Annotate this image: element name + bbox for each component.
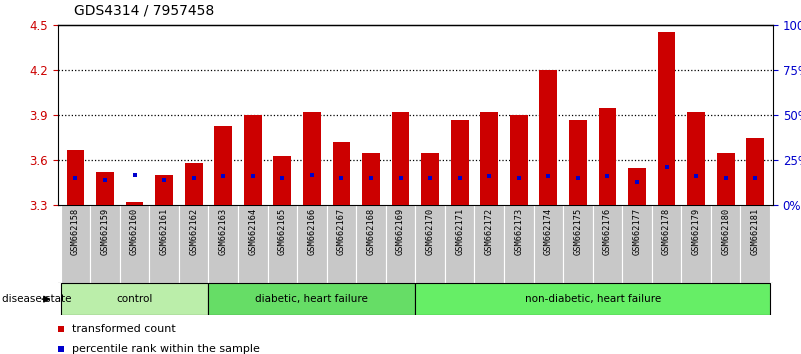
Text: diabetic, heart failure: diabetic, heart failure <box>256 294 368 304</box>
Text: GSM662168: GSM662168 <box>367 208 376 255</box>
Bar <box>268 205 297 283</box>
Bar <box>155 175 173 205</box>
Bar <box>208 205 238 283</box>
Text: GSM662180: GSM662180 <box>721 208 731 255</box>
Bar <box>504 205 533 283</box>
Text: GSM662166: GSM662166 <box>308 208 316 255</box>
Text: GSM662181: GSM662181 <box>751 208 759 255</box>
Bar <box>332 142 350 205</box>
Bar <box>451 120 469 205</box>
Bar <box>740 205 770 283</box>
Bar <box>415 283 770 315</box>
Bar <box>481 112 498 205</box>
Bar <box>91 205 119 283</box>
Bar <box>179 205 208 283</box>
Text: GSM662162: GSM662162 <box>189 208 198 255</box>
Text: GSM662174: GSM662174 <box>544 208 553 255</box>
Text: GSM662178: GSM662178 <box>662 208 671 255</box>
Bar <box>303 112 320 205</box>
Bar <box>628 168 646 205</box>
Text: GSM662173: GSM662173 <box>514 208 523 255</box>
Bar <box>273 156 292 205</box>
Text: GSM662161: GSM662161 <box>159 208 168 255</box>
Bar <box>61 205 91 283</box>
Bar <box>652 205 682 283</box>
Bar <box>415 205 445 283</box>
Text: GSM662159: GSM662159 <box>100 208 110 255</box>
Bar <box>215 126 232 205</box>
Bar <box>421 153 439 205</box>
Bar <box>244 115 262 205</box>
Text: GDS4314 / 7957458: GDS4314 / 7957458 <box>74 4 214 18</box>
Bar <box>747 138 764 205</box>
Text: GSM662158: GSM662158 <box>71 208 80 255</box>
Bar <box>687 112 705 205</box>
Bar <box>474 205 504 283</box>
Text: GSM662165: GSM662165 <box>278 208 287 255</box>
Bar <box>533 205 563 283</box>
Bar <box>327 205 356 283</box>
Bar <box>622 205 652 283</box>
Text: GSM662163: GSM662163 <box>219 208 227 255</box>
Bar <box>149 205 179 283</box>
Bar <box>297 205 327 283</box>
Text: percentile rank within the sample: percentile rank within the sample <box>72 344 260 354</box>
Text: GSM662164: GSM662164 <box>248 208 257 255</box>
Text: GSM662169: GSM662169 <box>396 208 405 255</box>
Bar <box>119 205 149 283</box>
Bar <box>682 205 711 283</box>
Bar <box>356 205 386 283</box>
Text: GSM662176: GSM662176 <box>603 208 612 255</box>
Bar <box>66 150 84 205</box>
Bar <box>208 283 415 315</box>
Text: GSM662179: GSM662179 <box>691 208 701 255</box>
Bar <box>658 32 675 205</box>
Text: GSM662177: GSM662177 <box>633 208 642 255</box>
Bar <box>392 112 409 205</box>
Bar <box>386 205 415 283</box>
Bar <box>185 163 203 205</box>
Bar <box>445 205 474 283</box>
Bar <box>539 70 557 205</box>
Bar <box>510 115 528 205</box>
Bar <box>569 120 587 205</box>
Text: GSM662172: GSM662172 <box>485 208 493 255</box>
Bar <box>717 153 735 205</box>
Text: GSM662167: GSM662167 <box>337 208 346 255</box>
Text: disease state: disease state <box>2 294 71 304</box>
Bar <box>238 205 268 283</box>
Bar <box>598 108 616 205</box>
Bar <box>61 283 208 315</box>
Text: transformed count: transformed count <box>72 324 176 334</box>
Bar <box>362 153 380 205</box>
Text: control: control <box>116 294 153 304</box>
Bar <box>563 205 593 283</box>
Bar <box>126 202 143 205</box>
Bar <box>96 172 114 205</box>
Bar <box>593 205 622 283</box>
Text: GSM662171: GSM662171 <box>455 208 464 255</box>
Text: GSM662175: GSM662175 <box>574 208 582 255</box>
Text: non-diabetic, heart failure: non-diabetic, heart failure <box>525 294 661 304</box>
Text: GSM662160: GSM662160 <box>130 208 139 255</box>
Text: GSM662170: GSM662170 <box>425 208 435 255</box>
Bar <box>711 205 740 283</box>
